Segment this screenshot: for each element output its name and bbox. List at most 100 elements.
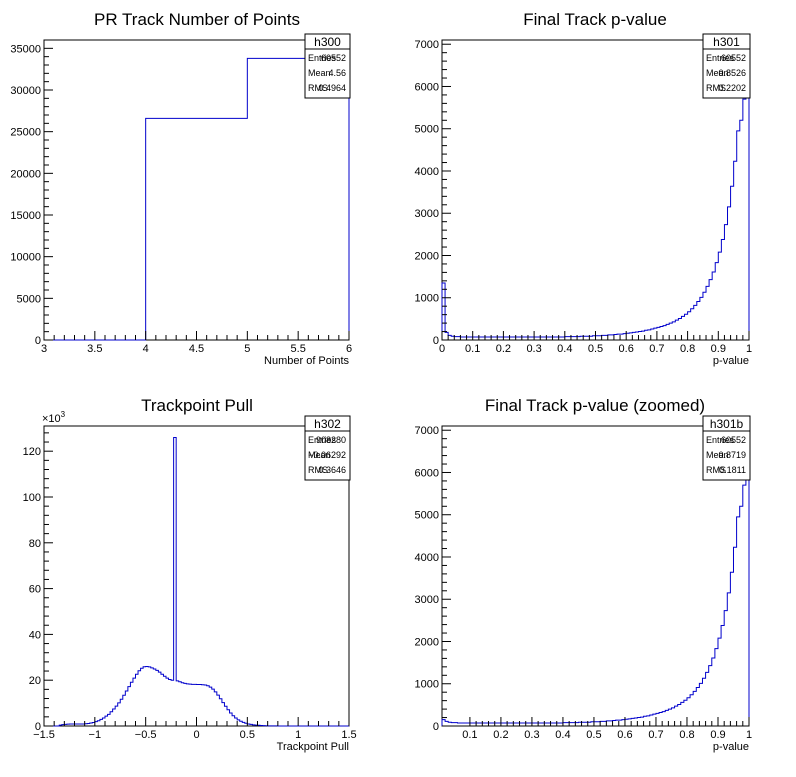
x-tick-label: 0.7 xyxy=(648,729,663,741)
stats-key: RMS xyxy=(308,465,328,475)
y-tick-label: 2000 xyxy=(415,636,439,648)
y-tick-label: 25000 xyxy=(10,127,41,139)
stats-value: 0.2202 xyxy=(718,83,746,93)
stats-box xyxy=(702,33,751,99)
y-tick-label: 60 xyxy=(29,584,41,596)
y-tick-label: 6000 xyxy=(415,81,439,93)
stats-value: −0.06292 xyxy=(308,450,346,460)
x-tick-label: −1 xyxy=(89,729,102,741)
y-tick-label: 7000 xyxy=(415,425,439,437)
stats-key: Entries xyxy=(308,435,337,445)
y-tick-label: 100 xyxy=(23,492,41,504)
x-tick-label: 0.4 xyxy=(555,729,570,741)
y-tick-label: 0 xyxy=(433,721,439,733)
y-tick-label: 20 xyxy=(29,675,41,687)
stats-key: Mean xyxy=(706,68,729,78)
y-tick-label: 3000 xyxy=(415,594,439,606)
stats-key: Mean xyxy=(308,68,331,78)
y-tick-label: 5000 xyxy=(415,510,439,522)
y-tick-label: 4000 xyxy=(415,552,439,564)
x-tick-label: −1.5 xyxy=(33,729,55,741)
stats-value: 0.1811 xyxy=(719,465,746,475)
stats-key: Mean xyxy=(308,450,331,460)
y-tick-label: 5000 xyxy=(17,293,41,305)
stats-key: RMS xyxy=(308,83,328,93)
x-axis-label: Trackpoint Pull xyxy=(277,741,349,753)
stats-box xyxy=(304,415,351,481)
stats-value: 908280 xyxy=(316,435,346,445)
x-tick-label: 0.1 xyxy=(462,729,477,741)
x-tick-label: 0.4 xyxy=(557,343,572,355)
stats-key: RMS xyxy=(706,465,726,475)
plot-title: Final Track p-value xyxy=(523,10,667,29)
stats-value: 0.3646 xyxy=(318,465,346,475)
x-tick-label: 0.5 xyxy=(588,343,603,355)
x-tick-label: 1 xyxy=(746,729,752,741)
histogram-h301b: 0.1 0.2 0.3 0.4 0.5 0.6 0.7 0.8 0.9 1 0 1000 2000 300… xyxy=(415,396,753,753)
y-tick-label: 6000 xyxy=(415,467,439,479)
y-tick-label: 20000 xyxy=(10,168,41,180)
stats-name: h301 xyxy=(713,35,740,49)
pad-h301: 0 0.1 0.2 0.3 0.4 0.5 0.6 0.7 0.8 0.9 1 0 1000 2000 30… xyxy=(398,0,796,386)
stats-value: 60552 xyxy=(721,435,746,445)
stats-value: 0.8526 xyxy=(718,68,746,78)
stats-value: 4.56 xyxy=(328,68,346,78)
y-tick-label: 0 xyxy=(433,335,439,347)
stats-box xyxy=(702,415,751,481)
y-tick-label: 30000 xyxy=(10,85,41,97)
x-tick-label: 0.1 xyxy=(465,343,480,355)
pad-h301b: 0.1 0.2 0.3 0.4 0.5 0.6 0.7 0.8 0.9 1 0 1000 2000 300… xyxy=(398,386,796,772)
y-tick-label: 1000 xyxy=(415,679,439,691)
x-tick-label: 0.8 xyxy=(679,729,694,741)
stats-name: h300 xyxy=(314,35,341,49)
stats-value: 0.8719 xyxy=(718,450,746,460)
stats-box xyxy=(304,33,351,99)
y-tick-label: 1000 xyxy=(415,293,439,305)
x-tick-label: 5 xyxy=(244,343,250,355)
x-tick-label: 3 xyxy=(41,343,47,355)
x-axis-label: p-value xyxy=(713,355,749,367)
x-tick-label: 0.5 xyxy=(240,729,255,741)
x-tick-label: 1 xyxy=(746,343,752,355)
y-tick-label: 5000 xyxy=(415,124,439,136)
stats-key: RMS xyxy=(706,83,726,93)
plot-frame xyxy=(43,39,350,341)
y-tick-label: 2000 xyxy=(415,250,439,262)
x-tick-label: 1 xyxy=(295,729,301,741)
y-tick-label: 4000 xyxy=(415,166,439,178)
x-tick-label: 0.2 xyxy=(493,729,508,741)
x-tick-label: −0.5 xyxy=(135,729,157,741)
stats-name: h301b xyxy=(710,417,744,431)
stats-value: 60552 xyxy=(321,53,346,63)
plot-title: PR Track Number of Points xyxy=(94,10,300,29)
stats-key: Entries xyxy=(308,53,337,63)
y-tick-label: 7000 xyxy=(415,39,439,51)
x-tick-label: 0.3 xyxy=(526,343,541,355)
x-tick-label: 0.9 xyxy=(710,729,725,741)
y-tick-label: 120 xyxy=(23,446,41,458)
x-tick-label: 1.5 xyxy=(341,729,356,741)
y-tick-label: 0 xyxy=(35,721,41,733)
x-tick-label: 0.7 xyxy=(649,343,664,355)
y-tick-label: 40 xyxy=(29,629,41,641)
stats-value: 60552 xyxy=(721,53,746,63)
histogram-h302: −1.5 −1 −0.5 0 0.5 1 1.5 0 20 40 60 80 100 120 ×103 Tra… xyxy=(23,396,357,753)
histogram-line xyxy=(44,436,349,727)
y-tick-label: 80 xyxy=(29,538,41,550)
stats-key: Entries xyxy=(706,53,735,63)
x-axis-label: p-value xyxy=(713,741,749,753)
histogram-line xyxy=(441,69,750,340)
x-tick-label: 0.8 xyxy=(680,343,695,355)
stats-name: h302 xyxy=(314,417,341,431)
histogram-h300: 3 3.5 4 4.5 5 5.5 6 0 5000 10000 15000 20000 25000 30… xyxy=(10,10,352,367)
pad-h300: 3 3.5 4 4.5 5 5.5 6 0 5000 10000 15000 20000 25000 30… xyxy=(0,0,398,386)
x-tick-label: 3.5 xyxy=(87,343,102,355)
x-tick-label: 0.9 xyxy=(711,343,726,355)
y-tick-label: 3000 xyxy=(415,208,439,220)
stats-value: 0.4964 xyxy=(318,83,346,93)
x-tick-label: 0 xyxy=(439,343,445,355)
pad-h302: −1.5 −1 −0.5 0 0.5 1 1.5 0 20 40 60 80 100 120 ×103 Tra… xyxy=(0,386,398,772)
stats-key: Mean xyxy=(706,450,729,460)
x-tick-label: 4.5 xyxy=(189,343,204,355)
plot-title: Trackpoint Pull xyxy=(141,396,253,415)
